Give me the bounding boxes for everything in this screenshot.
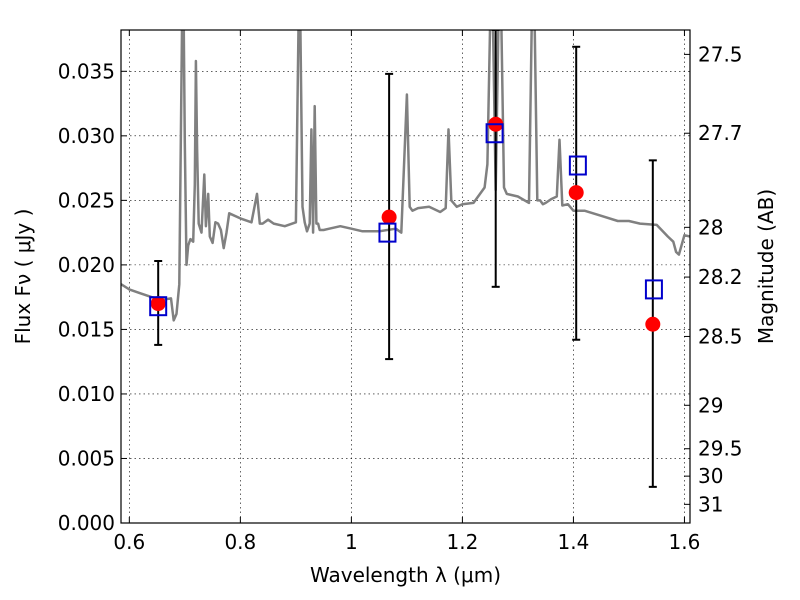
x-tick-label: 0.6 — [113, 530, 145, 554]
y2-tick-label: 28.5 — [698, 324, 743, 348]
model-photometry-point — [568, 155, 587, 176]
y2-tick-label: 28 — [698, 215, 723, 239]
observed-flux-point — [568, 185, 584, 201]
y-tick-label: 0.025 — [58, 188, 115, 212]
plot-area — [121, 30, 690, 488]
x-tick-label: 1 — [345, 530, 358, 554]
axes: 0.6 0.8 1 1.2 1.4 1.6 0.000 0.005 0.010 0.015 0.02… — [58, 29, 743, 554]
y-tick-label: 0.000 — [58, 511, 115, 535]
x-tick-label: 1.4 — [558, 530, 590, 554]
y2-tick-label: 27.7 — [698, 121, 743, 145]
y-tick-label: 0.030 — [58, 124, 115, 148]
y2-tick-label: 29.5 — [698, 437, 743, 461]
x-tick-label: 1.6 — [669, 530, 701, 554]
observed-flux-point — [645, 316, 661, 332]
plot-frame — [120, 29, 691, 524]
x-axis-label: Wavelength λ (μm) — [310, 563, 501, 587]
y-tick-label: 0.035 — [58, 59, 115, 83]
y-tick-label: 0.005 — [58, 446, 115, 470]
error-bar — [491, 30, 500, 288]
model-photometry-point — [149, 296, 168, 317]
model-spectrum-line — [121, 30, 690, 322]
model-photometry-point — [644, 279, 663, 300]
y-tick-label: 0.010 — [58, 382, 115, 406]
observed-flux-point — [381, 209, 397, 225]
y2-axis-label: Magnitude (AB) — [754, 189, 778, 344]
y2-tick-label: 27.5 — [698, 42, 743, 66]
y2-tick-label: 29 — [698, 393, 723, 417]
y-tick-label: 0.015 — [58, 317, 115, 341]
y-tick-label: 0.020 — [58, 253, 115, 277]
y2-tick-label: 30 — [698, 464, 723, 488]
x-tick-label: 1.2 — [446, 530, 478, 554]
y2-tick-label: 28.2 — [698, 265, 743, 289]
observed-flux-point — [150, 296, 166, 312]
model-photometry-point — [485, 123, 504, 144]
y-axis-label: Flux Fν ( μJy ) — [11, 209, 35, 345]
y2-tick-label: 31 — [698, 492, 723, 516]
x-tick-label: 0.8 — [224, 530, 256, 554]
model-photometry-point — [378, 222, 397, 243]
